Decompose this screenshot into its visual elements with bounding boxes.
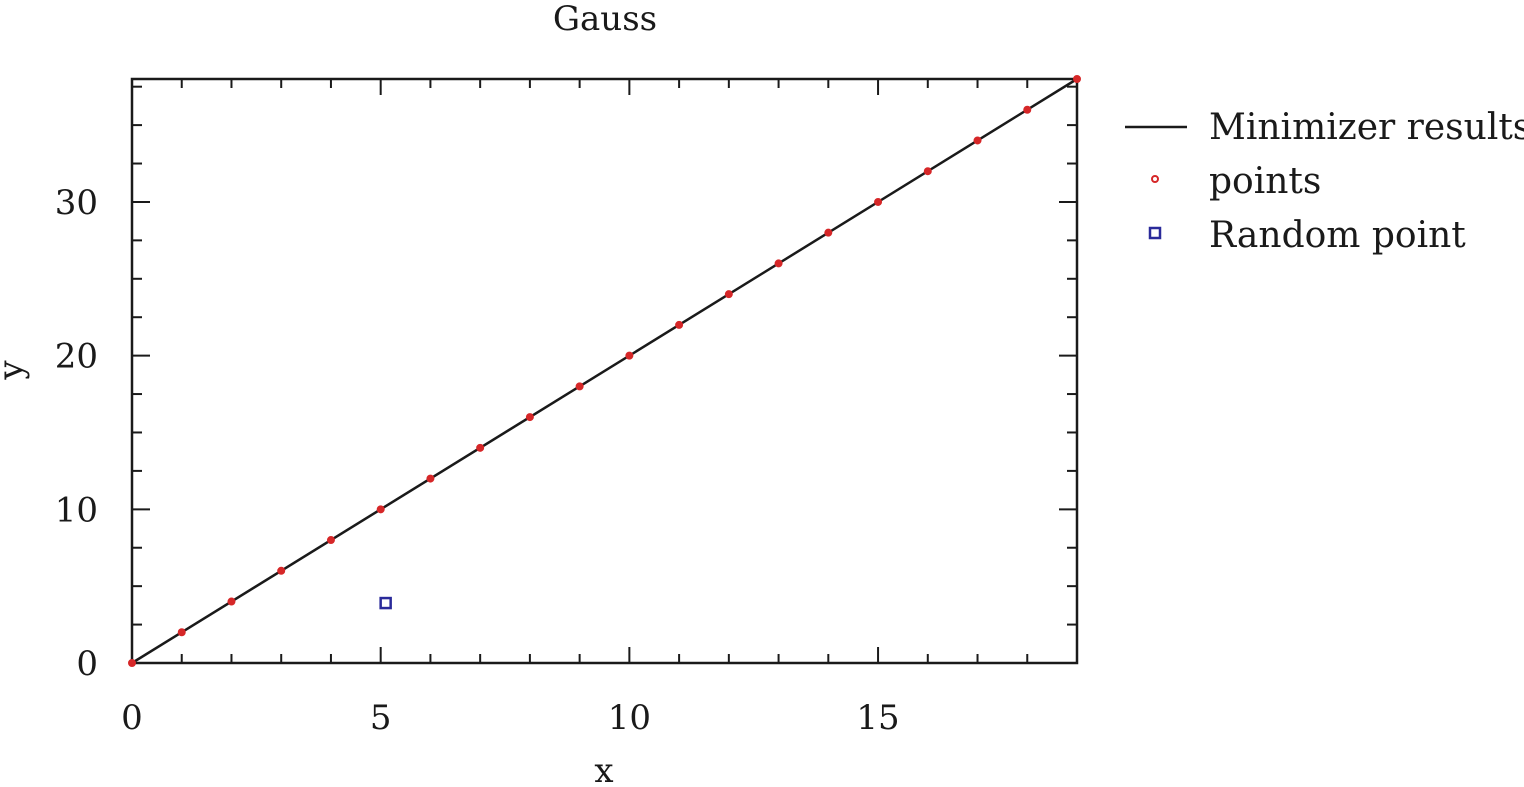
data-point <box>625 351 634 360</box>
data-point <box>326 536 335 545</box>
data-point <box>923 167 932 176</box>
data-point <box>874 197 883 206</box>
data-point <box>1073 75 1081 83</box>
data-point <box>426 474 435 483</box>
data-point <box>973 136 982 145</box>
data-point <box>525 413 534 422</box>
data-point <box>277 566 286 575</box>
series-line <box>131 77 1078 665</box>
x-tick-label: 10 <box>608 698 651 738</box>
data-point <box>128 659 136 667</box>
legend-label: points <box>1209 161 1321 202</box>
data-point <box>675 320 684 329</box>
legend: Minimizer results points Random point <box>1125 107 1524 256</box>
y-tick-label: 30 <box>55 183 98 223</box>
legend-label: Random point <box>1209 215 1466 256</box>
legend-label: Minimizer results <box>1209 107 1524 148</box>
data-point <box>824 228 833 237</box>
random-point-marker <box>379 596 392 610</box>
data-point <box>376 505 385 514</box>
chart-title: Gauss <box>553 0 657 39</box>
axis-ticks <box>131 79 1078 664</box>
series-random-point <box>379 596 392 610</box>
data-point <box>724 290 733 299</box>
y-tick-label: 10 <box>55 490 98 530</box>
data-point <box>575 382 584 391</box>
series-points <box>128 75 1081 667</box>
legend-square-swatch <box>1148 226 1162 240</box>
y-tick-label: 0 <box>76 644 98 684</box>
data-point <box>177 628 186 637</box>
legend-point-swatch <box>1151 175 1159 183</box>
series-minimizer-results <box>131 77 1078 665</box>
x-tick-label: 0 <box>121 698 143 738</box>
y-axis-label: y <box>0 360 31 381</box>
data-point <box>1023 105 1032 114</box>
x-tick-label: 15 <box>856 698 899 738</box>
axis-tick-labels: 0 5 10 15 0 10 20 30 <box>55 183 900 738</box>
y-tick-label: 20 <box>55 337 98 377</box>
data-point <box>476 443 485 452</box>
data-point <box>774 259 783 268</box>
data-point <box>227 597 236 606</box>
plot-frame <box>130 77 1079 665</box>
x-tick-label: 5 <box>370 698 392 738</box>
x-axis-label: x <box>594 751 613 787</box>
